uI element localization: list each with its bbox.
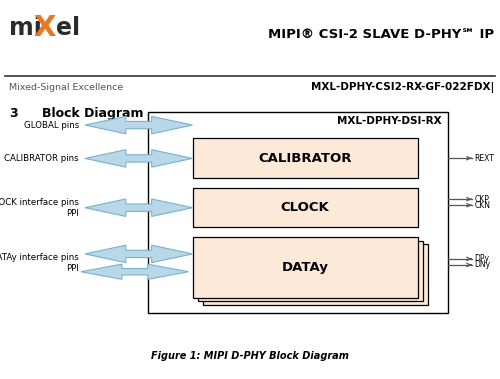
Text: CLOCK: CLOCK xyxy=(280,201,330,214)
Text: CKP: CKP xyxy=(474,195,490,204)
Text: Block Diagram: Block Diagram xyxy=(42,107,144,120)
Bar xyxy=(148,112,448,313)
Text: CLOCK interface pins
PPI: CLOCK interface pins PPI xyxy=(0,197,79,218)
Bar xyxy=(198,241,422,301)
Text: CALIBRATOR: CALIBRATOR xyxy=(258,152,352,165)
Text: Figure 1: MIPI D-PHY Block Diagram: Figure 1: MIPI D-PHY Block Diagram xyxy=(151,351,349,361)
Polygon shape xyxy=(85,245,192,263)
Polygon shape xyxy=(85,199,192,216)
Text: X: X xyxy=(34,14,56,42)
Text: GLOBAL pins: GLOBAL pins xyxy=(24,121,79,130)
Polygon shape xyxy=(81,264,188,279)
Text: MXL-DPHY-CSI2-RX-GF-022FDX|: MXL-DPHY-CSI2-RX-GF-022FDX| xyxy=(310,81,494,93)
Bar xyxy=(192,188,418,227)
Text: REXT: REXT xyxy=(474,154,494,163)
Text: Mixed-Signal Excellence: Mixed-Signal Excellence xyxy=(9,83,123,92)
Text: DATAy interface pins
PPI: DATAy interface pins PPI xyxy=(0,253,79,273)
Text: 3: 3 xyxy=(9,107,18,120)
Text: DPy: DPy xyxy=(474,254,490,263)
Text: el: el xyxy=(56,16,80,40)
Text: MIPI® CSI-2 SLAVE D-PHY℠ IP: MIPI® CSI-2 SLAVE D-PHY℠ IP xyxy=(268,28,494,41)
Polygon shape xyxy=(85,116,192,134)
Text: CKN: CKN xyxy=(474,201,490,210)
Text: mi: mi xyxy=(9,16,42,40)
Text: MXL-DPHY-DSI-RX: MXL-DPHY-DSI-RX xyxy=(337,116,442,126)
Text: DNy: DNy xyxy=(474,260,490,269)
Text: DATAy: DATAy xyxy=(282,261,329,274)
Text: CALIBRATOR pins: CALIBRATOR pins xyxy=(4,154,79,163)
Bar xyxy=(192,237,418,298)
Bar xyxy=(192,138,418,178)
Polygon shape xyxy=(85,150,192,167)
Bar xyxy=(202,244,428,305)
